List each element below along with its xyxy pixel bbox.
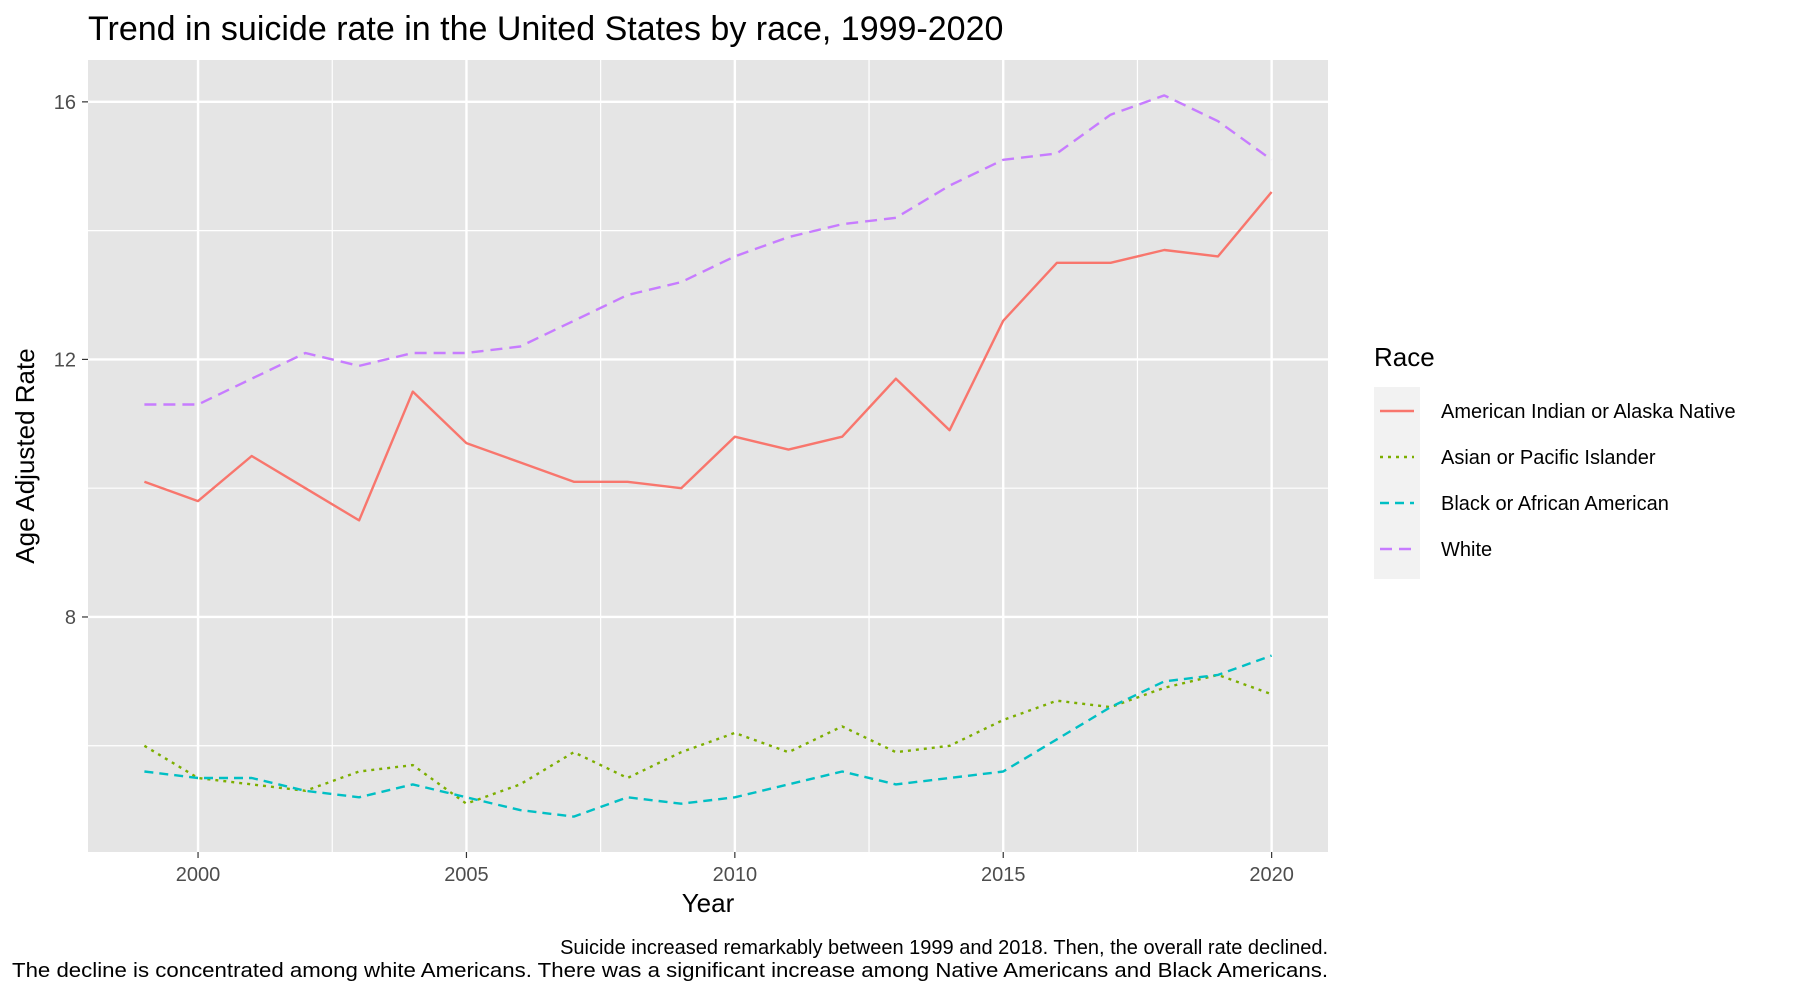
caption-line-1: Suicide increased remarkably between 199… bbox=[560, 937, 1328, 959]
series-line-1 bbox=[143, 673, 1273, 805]
x-axis-title: Year bbox=[682, 888, 735, 918]
series-line-3 bbox=[144, 94, 1273, 406]
y-axis-title: Age Adjusted Rate bbox=[10, 348, 40, 563]
y-tick-label: 8 bbox=[65, 607, 76, 629]
x-tick-label: 2010 bbox=[713, 864, 758, 886]
x-tick-label: 2000 bbox=[176, 864, 221, 886]
x-tick-labels: 2000 2005 2010 2015 2020 bbox=[176, 864, 1294, 886]
axis-ticks bbox=[82, 101, 1273, 858]
x-tick-label: 2005 bbox=[444, 864, 489, 886]
plot-panel bbox=[88, 60, 1328, 852]
legend-key-background bbox=[1374, 387, 1420, 579]
series-line-0 bbox=[143, 191, 1273, 522]
minor-gridlines bbox=[88, 60, 1328, 852]
series-lines bbox=[143, 94, 1273, 818]
legend-label-2: Black or African American bbox=[1441, 493, 1669, 515]
legend-title: Race bbox=[1374, 342, 1435, 372]
series-line-2 bbox=[144, 654, 1273, 818]
y-tick-label: 12 bbox=[54, 349, 76, 371]
legend-label-3: White bbox=[1441, 539, 1492, 561]
x-tick-label: 2020 bbox=[1249, 864, 1294, 886]
caption: Suicide increased remarkably between 199… bbox=[12, 937, 1328, 982]
chart-title: Trend in suicide rate in the United Stat… bbox=[88, 10, 1003, 48]
legend: Race American Indian or Alaska Native Asi… bbox=[1374, 342, 1736, 579]
legend-label-0: American Indian or Alaska Native bbox=[1441, 401, 1736, 423]
y-tick-label: 16 bbox=[54, 92, 76, 114]
x-tick-label: 2015 bbox=[981, 864, 1026, 886]
legend-label-1: Asian or Pacific Islander bbox=[1441, 447, 1656, 469]
y-tick-labels: 8 12 16 bbox=[54, 92, 76, 629]
caption-line-2: The decline is concentrated among white … bbox=[12, 960, 1328, 982]
